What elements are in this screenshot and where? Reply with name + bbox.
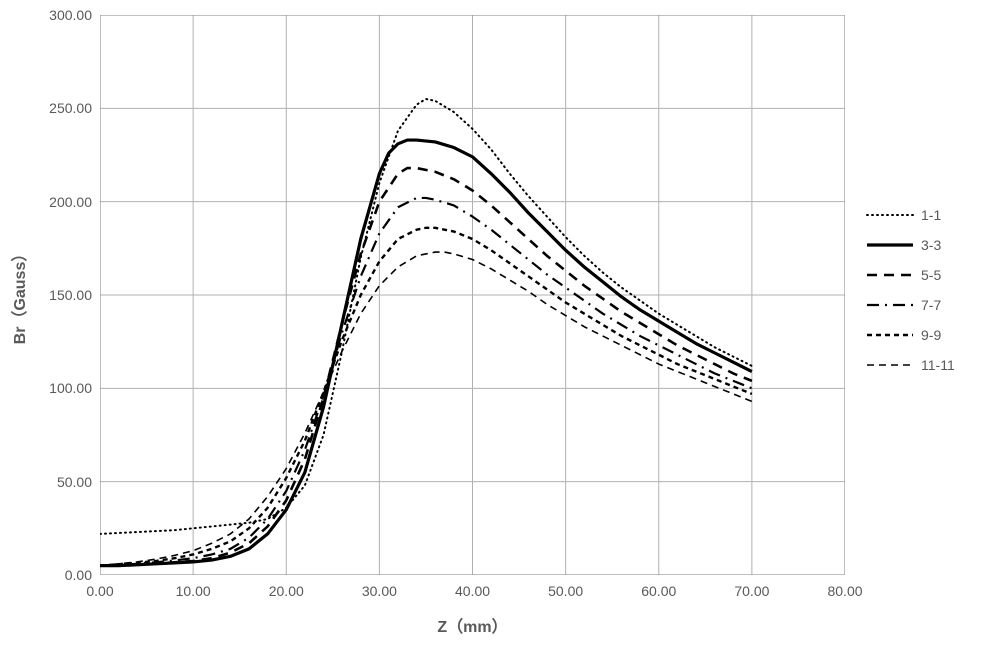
- x-tick-label: 20.00: [269, 583, 304, 599]
- x-tick-label: 60.00: [641, 583, 676, 599]
- legend-swatch: [865, 205, 915, 225]
- legend-swatch: [865, 355, 915, 375]
- x-tick-label: 50.00: [548, 583, 583, 599]
- legend-label: 1-1: [921, 207, 941, 223]
- legend-label: 11-11: [921, 357, 955, 373]
- legend-entry: 9-9: [865, 325, 955, 345]
- series-line: [100, 198, 752, 566]
- legend-swatch: [865, 295, 915, 315]
- x-tick-label: 10.00: [176, 583, 211, 599]
- legend-entry: 3-3: [865, 235, 955, 255]
- y-tick-label: 50.00: [40, 474, 92, 490]
- y-tick-label: 0.00: [40, 567, 92, 583]
- legend-swatch: [865, 325, 915, 345]
- legend-swatch: [865, 235, 915, 255]
- legend-entry: 5-5: [865, 265, 955, 285]
- y-axis-label: Br（Gauss）: [6, 246, 30, 345]
- y-tick-label: 300.00: [40, 7, 92, 23]
- legend-entry: 1-1: [865, 205, 955, 225]
- legend-label: 3-3: [921, 237, 941, 253]
- y-tick-label: 100.00: [40, 380, 92, 396]
- series-line: [100, 252, 752, 566]
- legend-entry: 11-11: [865, 355, 955, 375]
- x-tick-label: 40.00: [455, 583, 490, 599]
- plot-area: [100, 15, 845, 575]
- x-axis-label: Z（mm）: [437, 613, 507, 637]
- y-tick-label: 150.00: [40, 287, 92, 303]
- legend-label: 5-5: [921, 267, 941, 283]
- legend: 1-1 3-3 5-5 7-7 9-9 11-11: [865, 205, 955, 385]
- legend-label: 7-7: [921, 297, 941, 313]
- y-tick-label: 250.00: [40, 100, 92, 116]
- x-tick-label: 30.00: [362, 583, 397, 599]
- x-tick-label: 0.00: [86, 583, 113, 599]
- legend-entry: 7-7: [865, 295, 955, 315]
- x-tick-label: 80.00: [827, 583, 862, 599]
- series-line: [100, 228, 752, 566]
- legend-swatch: [865, 265, 915, 285]
- y-tick-label: 200.00: [40, 194, 92, 210]
- line-chart-svg: [100, 15, 845, 575]
- legend-label: 9-9: [921, 327, 941, 343]
- x-tick-label: 70.00: [734, 583, 769, 599]
